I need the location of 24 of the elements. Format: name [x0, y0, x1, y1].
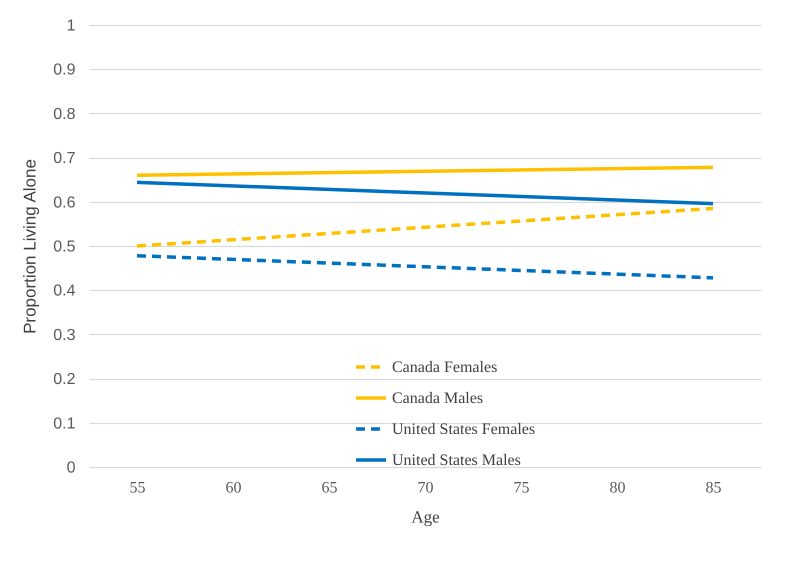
y-tick-label: 0.9	[53, 62, 76, 79]
x-tick-label: 70	[418, 480, 434, 496]
x-tick-label: 55	[130, 480, 146, 496]
y-tick-label: 0.3	[53, 326, 76, 344]
x-tick-label: 85	[706, 480, 722, 496]
x-tick-label: 65	[322, 480, 338, 496]
y-tick-label: 0.2	[53, 371, 76, 388]
y-tick-label: 0.1	[53, 415, 76, 432]
legend-label: United States Females	[392, 421, 536, 438]
y-tick-label: 1	[66, 18, 76, 34]
y-tick-label: 0.8	[53, 106, 76, 123]
y-axis-title: Proportion Living Alone	[20, 159, 40, 334]
y-tick-label: 0.7	[53, 150, 76, 168]
legend-label: United States Males	[392, 452, 521, 469]
x-tick-label: 60	[226, 480, 242, 496]
y-tick-label: 0.5	[53, 238, 76, 256]
y-tick-label: 0.4	[53, 282, 76, 300]
x-axis-title: Age	[411, 508, 440, 526]
legend-label: Canada Females	[392, 359, 498, 376]
y-tick-label: 0.6	[53, 194, 76, 212]
x-tick-label: 80	[610, 480, 626, 496]
y-tick-label: 0	[66, 460, 76, 476]
x-tick-label: 75	[514, 480, 530, 496]
legend-label: Canada Males	[392, 390, 484, 407]
